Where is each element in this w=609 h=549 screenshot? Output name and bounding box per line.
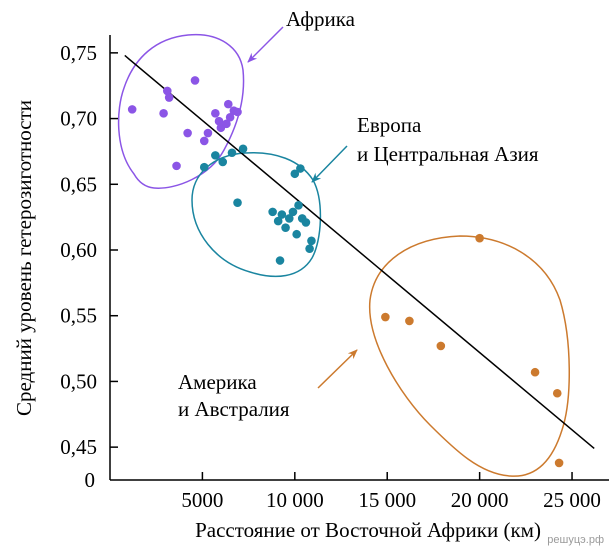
y-tick-label-4: 0,55 bbox=[60, 304, 97, 328]
point-europe-central-asia-5 bbox=[238, 144, 248, 154]
y-tick-label-1: 0,70 bbox=[60, 107, 97, 131]
x-tick-label-1: 10 000 bbox=[266, 488, 324, 512]
america-label-line2: и Австралия bbox=[178, 397, 290, 421]
point-europe-central-asia-6 bbox=[268, 207, 277, 217]
point-europe-central-asia-20 bbox=[307, 236, 316, 246]
watermark: решуцэ.рф bbox=[547, 534, 604, 546]
point-europe-central-asia-1 bbox=[211, 151, 220, 160]
x-tick-label-4: 25 000 bbox=[543, 488, 601, 512]
point-africa-8 bbox=[203, 128, 213, 138]
point-america-australia-3 bbox=[475, 233, 484, 243]
y-tick-label-3: 0,60 bbox=[60, 238, 97, 262]
y-axis-ticks: 0,75 0,70 0,65 0,60 0,55 0,50 0,45 bbox=[60, 41, 118, 459]
point-africa-9 bbox=[211, 109, 220, 118]
data-points bbox=[127, 76, 564, 468]
x-axis-title: Расстояние от Восточной Африки (км) bbox=[195, 518, 541, 542]
y-origin-label: 0 bbox=[85, 468, 96, 492]
point-africa-6 bbox=[190, 76, 200, 85]
point-america-australia-6 bbox=[554, 458, 564, 468]
point-africa-12 bbox=[222, 119, 231, 129]
trend-line bbox=[124, 54, 595, 450]
point-europe-central-asia-19 bbox=[305, 244, 314, 253]
point-europe-central-asia-13 bbox=[290, 169, 300, 179]
y-axis-title: Средний уровень гетерозиготности bbox=[12, 100, 36, 416]
point-africa-16 bbox=[233, 107, 242, 117]
point-africa-0 bbox=[127, 105, 137, 114]
point-europe-central-asia-0 bbox=[199, 162, 209, 172]
point-africa-2 bbox=[162, 86, 172, 96]
y-tick-label-2: 0,65 bbox=[60, 172, 97, 196]
africa-label: Африка bbox=[286, 7, 356, 31]
point-europe-central-asia-10 bbox=[281, 223, 290, 232]
y-tick-label-5: 0,50 bbox=[60, 369, 97, 393]
point-europe-central-asia-12 bbox=[288, 207, 298, 217]
y-tick-label-0: 0,75 bbox=[60, 41, 97, 65]
africa-arrow bbox=[247, 26, 284, 63]
africa-cluster-outline bbox=[117, 33, 245, 189]
point-africa-4 bbox=[172, 161, 181, 171]
x-tick-label-3: 20 000 bbox=[451, 488, 509, 512]
point-europe-central-asia-11 bbox=[284, 214, 294, 223]
point-europe-central-asia-2 bbox=[218, 157, 228, 167]
point-europe-central-asia-15 bbox=[294, 201, 303, 210]
point-america-australia-1 bbox=[405, 316, 414, 326]
y-tick-label-6: 0,45 bbox=[60, 435, 97, 459]
point-europe-central-asia-8 bbox=[275, 256, 285, 265]
x-tick-label-2: 15 000 bbox=[358, 488, 416, 512]
america-label-line1: Америка bbox=[178, 370, 257, 394]
point-africa-7 bbox=[199, 136, 209, 146]
point-africa-5 bbox=[183, 128, 192, 138]
point-africa-1 bbox=[159, 109, 168, 118]
point-europe-central-asia-3 bbox=[227, 148, 237, 158]
america-arrow bbox=[317, 349, 358, 389]
point-europe-central-asia-4 bbox=[233, 198, 242, 207]
point-africa-10 bbox=[214, 116, 224, 126]
point-africa-14 bbox=[225, 112, 235, 122]
europe-arrow bbox=[311, 145, 348, 183]
europe-label-line1: Европа bbox=[357, 113, 422, 137]
x-tick-label-0: 5000 bbox=[181, 488, 223, 512]
point-america-australia-0 bbox=[381, 312, 390, 322]
point-europe-central-asia-9 bbox=[277, 210, 287, 219]
point-europe-central-asia-18 bbox=[301, 218, 311, 227]
america-cluster-outline bbox=[368, 235, 570, 477]
point-europe-central-asia-16 bbox=[296, 164, 305, 173]
point-europe-central-asia-14 bbox=[292, 229, 301, 239]
point-america-australia-2 bbox=[436, 341, 446, 351]
point-america-australia-5 bbox=[552, 388, 562, 398]
point-africa-3 bbox=[164, 93, 174, 102]
point-america-australia-4 bbox=[530, 367, 540, 377]
europe-label-line2: и Центральная Азия bbox=[357, 142, 539, 166]
point-europe-central-asia-7 bbox=[273, 216, 283, 226]
x-axis-ticks: 5000 10 000 15 000 20 000 25 000 bbox=[181, 472, 601, 512]
point-africa-13 bbox=[223, 99, 233, 109]
